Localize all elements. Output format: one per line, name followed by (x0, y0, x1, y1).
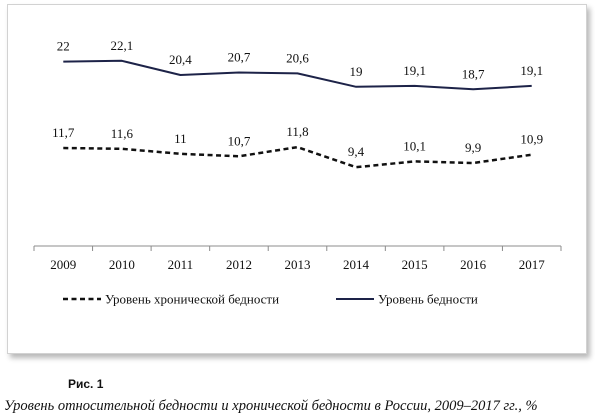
x-tick-label: 2013 (285, 257, 311, 272)
data-label: 22,1 (110, 38, 133, 53)
data-label: 19 (350, 64, 363, 79)
data-label: 10,7 (228, 133, 251, 148)
data-label: 20,6 (286, 50, 309, 65)
figure-caption: Уровень относительной бедности и хрониче… (4, 398, 538, 414)
data-label: 20,4 (169, 52, 192, 67)
data-label: 11 (174, 131, 187, 146)
x-tick-label: 2016 (460, 257, 487, 272)
x-tick-label: 2009 (50, 257, 76, 272)
x-tick-label: 2014 (343, 257, 370, 272)
data-label: 19,1 (520, 63, 543, 78)
x-tick-label: 2015 (402, 257, 428, 272)
data-label: 10,9 (520, 132, 543, 147)
chart-frame: 2009 2010 2011 2012 2013 2014 2015 2016 2017 22 22… (7, 4, 587, 354)
data-label: 11,8 (286, 124, 308, 139)
data-label: 11,7 (52, 125, 75, 140)
data-label: 22 (57, 39, 70, 54)
x-tick-label: 2012 (226, 257, 252, 272)
line-chart: 2009 2010 2011 2012 2013 2014 2015 2016 2017 22 22… (33, 38, 562, 307)
data-label: 19,1 (403, 63, 426, 78)
data-label: 11,6 (111, 126, 134, 141)
data-label: 9,9 (465, 140, 481, 155)
data-label: 9,4 (348, 144, 365, 159)
data-label: 10,1 (403, 138, 426, 153)
x-tick-label: 2017 (519, 257, 546, 272)
x-tick-label: 2011 (168, 257, 194, 272)
data-label: 18,7 (462, 66, 485, 81)
figure-number: Рис. 1 (68, 377, 104, 391)
legend-label: Уровень хронической бедности (105, 292, 279, 307)
chronic-poverty-line (63, 145, 532, 169)
x-tick-label: 2010 (109, 257, 135, 272)
data-label: 20,7 (228, 50, 251, 65)
legend-label: Уровень бедности (378, 292, 478, 307)
